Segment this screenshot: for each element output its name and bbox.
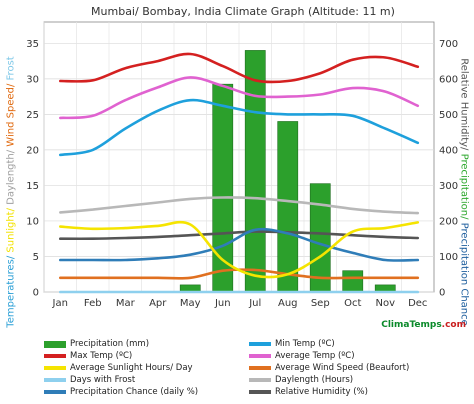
y-tick-label-left: 5	[33, 252, 39, 263]
x-tick-label: May	[180, 298, 201, 309]
x-tick-label: Aug	[278, 298, 298, 309]
legend-label: Average Wind Speed (Beaufort)	[275, 363, 410, 373]
series-line-daylength-hours	[59, 196, 420, 215]
y-tick-label-left: 30	[26, 74, 39, 85]
legend-item: Max Temp (ºC)	[44, 351, 132, 361]
legend-label: Relative Humidity (%)	[275, 387, 368, 397]
y-axis-label-left-part: Wind Speed/	[5, 80, 17, 147]
y-tick-label-right: 400	[439, 145, 458, 156]
x-tick-label: Feb	[84, 298, 102, 309]
y-axis-label-right: Relative Humidity/ Precipitation/ Precip…	[457, 44, 471, 340]
legend-item: Min Temp (ºC)	[249, 339, 335, 349]
legend-swatch	[249, 390, 271, 394]
legend-label: Min Temp (ºC)	[275, 339, 335, 349]
series-line-min-temp-c	[59, 98, 420, 157]
y-tick-label-right: 600	[439, 74, 458, 85]
x-tick-label: Jun	[214, 298, 231, 309]
legend-swatch	[44, 366, 66, 370]
y-tick-label-left: 10	[26, 216, 39, 227]
legend-swatch	[44, 378, 66, 382]
source-brand-name: ClimaTemps	[381, 320, 442, 330]
y-axis-label-right-part: Precipitation Chance	[458, 222, 470, 326]
legend-swatch	[249, 366, 271, 370]
precipitation-bar	[244, 50, 266, 293]
source-brand: ClimaTemps.com	[381, 320, 466, 330]
y-axis-label-left: Temperatures/ Sunlight/ Daylength/ Wind …	[4, 44, 18, 340]
y-tick-label-left: 15	[26, 181, 39, 192]
y-tick-label-right: 200	[439, 216, 458, 227]
x-tick-label: Dec	[408, 298, 427, 309]
legend-item: Precipitation Chance (daily %)	[44, 387, 198, 397]
legend-swatch	[249, 342, 271, 346]
chart-title: Mumbai/ Bombay, India Climate Graph (Alt…	[91, 5, 395, 18]
y-axis-label-left-part: Sunlight/	[5, 204, 17, 253]
precipitation-bar	[309, 183, 331, 293]
legend-item: Precipitation (mm)	[44, 339, 149, 349]
y-axis-label-right-part: Relative Humidity/	[458, 58, 470, 154]
y-axis-label-left-part: Temperatures/	[5, 252, 17, 328]
legend-item: Relative Humidity (%)	[249, 387, 368, 397]
y-tick-label-right: 300	[439, 181, 458, 192]
x-tick-label: Sep	[311, 298, 330, 309]
x-tick-label: Oct	[344, 298, 361, 309]
legend-label: Precipitation Chance (daily %)	[70, 387, 199, 397]
legend-label: Average Temp (ºC)	[275, 351, 355, 361]
y-tick-label-left: 25	[26, 110, 39, 121]
series-line-average-temp-c	[59, 76, 420, 120]
legend-label: Daylength (Hours)	[275, 375, 354, 385]
legend-label: Average Sunlight Hours/ Day	[70, 363, 193, 373]
x-tick-label: Jan	[52, 298, 68, 309]
series-line-average-sunlight-hours-day	[59, 220, 420, 279]
precipitation-bar	[342, 270, 364, 293]
x-tick-label: Jul	[248, 298, 261, 309]
legend-swatch	[44, 390, 66, 394]
y-tick-label-right: 700	[439, 39, 458, 50]
legend-swatch	[249, 378, 271, 382]
x-tick-label: Apr	[149, 298, 167, 309]
legend-item: Average Temp (ºC)	[249, 351, 355, 361]
y-tick-label-right: 100	[439, 252, 458, 263]
x-tick-label: Nov	[375, 298, 395, 309]
legend-item: Days with Frost	[44, 375, 135, 385]
y-tick-label-right: 500	[439, 110, 458, 121]
source-brand-tld: .com	[441, 320, 466, 330]
x-tick-label: Mar	[116, 298, 136, 309]
y-axis-label-right-part: Precipitation/	[458, 153, 470, 223]
legend-item: Daylength (Hours)	[249, 375, 353, 385]
y-tick-label-left: 35	[26, 39, 39, 50]
y-axis-label-left-part: Frost	[5, 56, 17, 81]
series-line-precipitation-chance-daily	[59, 227, 420, 262]
legend-item: Average Sunlight Hours/ Day	[44, 363, 193, 373]
precipitation-bar	[277, 121, 299, 293]
series-line-max-temp-c	[59, 52, 420, 84]
y-tick-label-left: 0	[33, 288, 39, 299]
legend-swatch	[44, 354, 66, 358]
y-tick-label-right: 0	[439, 288, 445, 299]
legend-label: Max Temp (ºC)	[70, 351, 133, 361]
legend-item: Average Wind Speed (Beaufort)	[249, 363, 409, 373]
legend-label: Days with Frost	[70, 375, 136, 385]
y-axis-label-left-part: Daylength/	[5, 146, 17, 205]
legend-label: Precipitation (mm)	[70, 339, 150, 349]
legend-swatch	[249, 354, 271, 358]
series-line-relative-humidity	[59, 230, 420, 241]
y-tick-label-left: 20	[26, 145, 39, 156]
legend-swatch	[44, 340, 66, 348]
